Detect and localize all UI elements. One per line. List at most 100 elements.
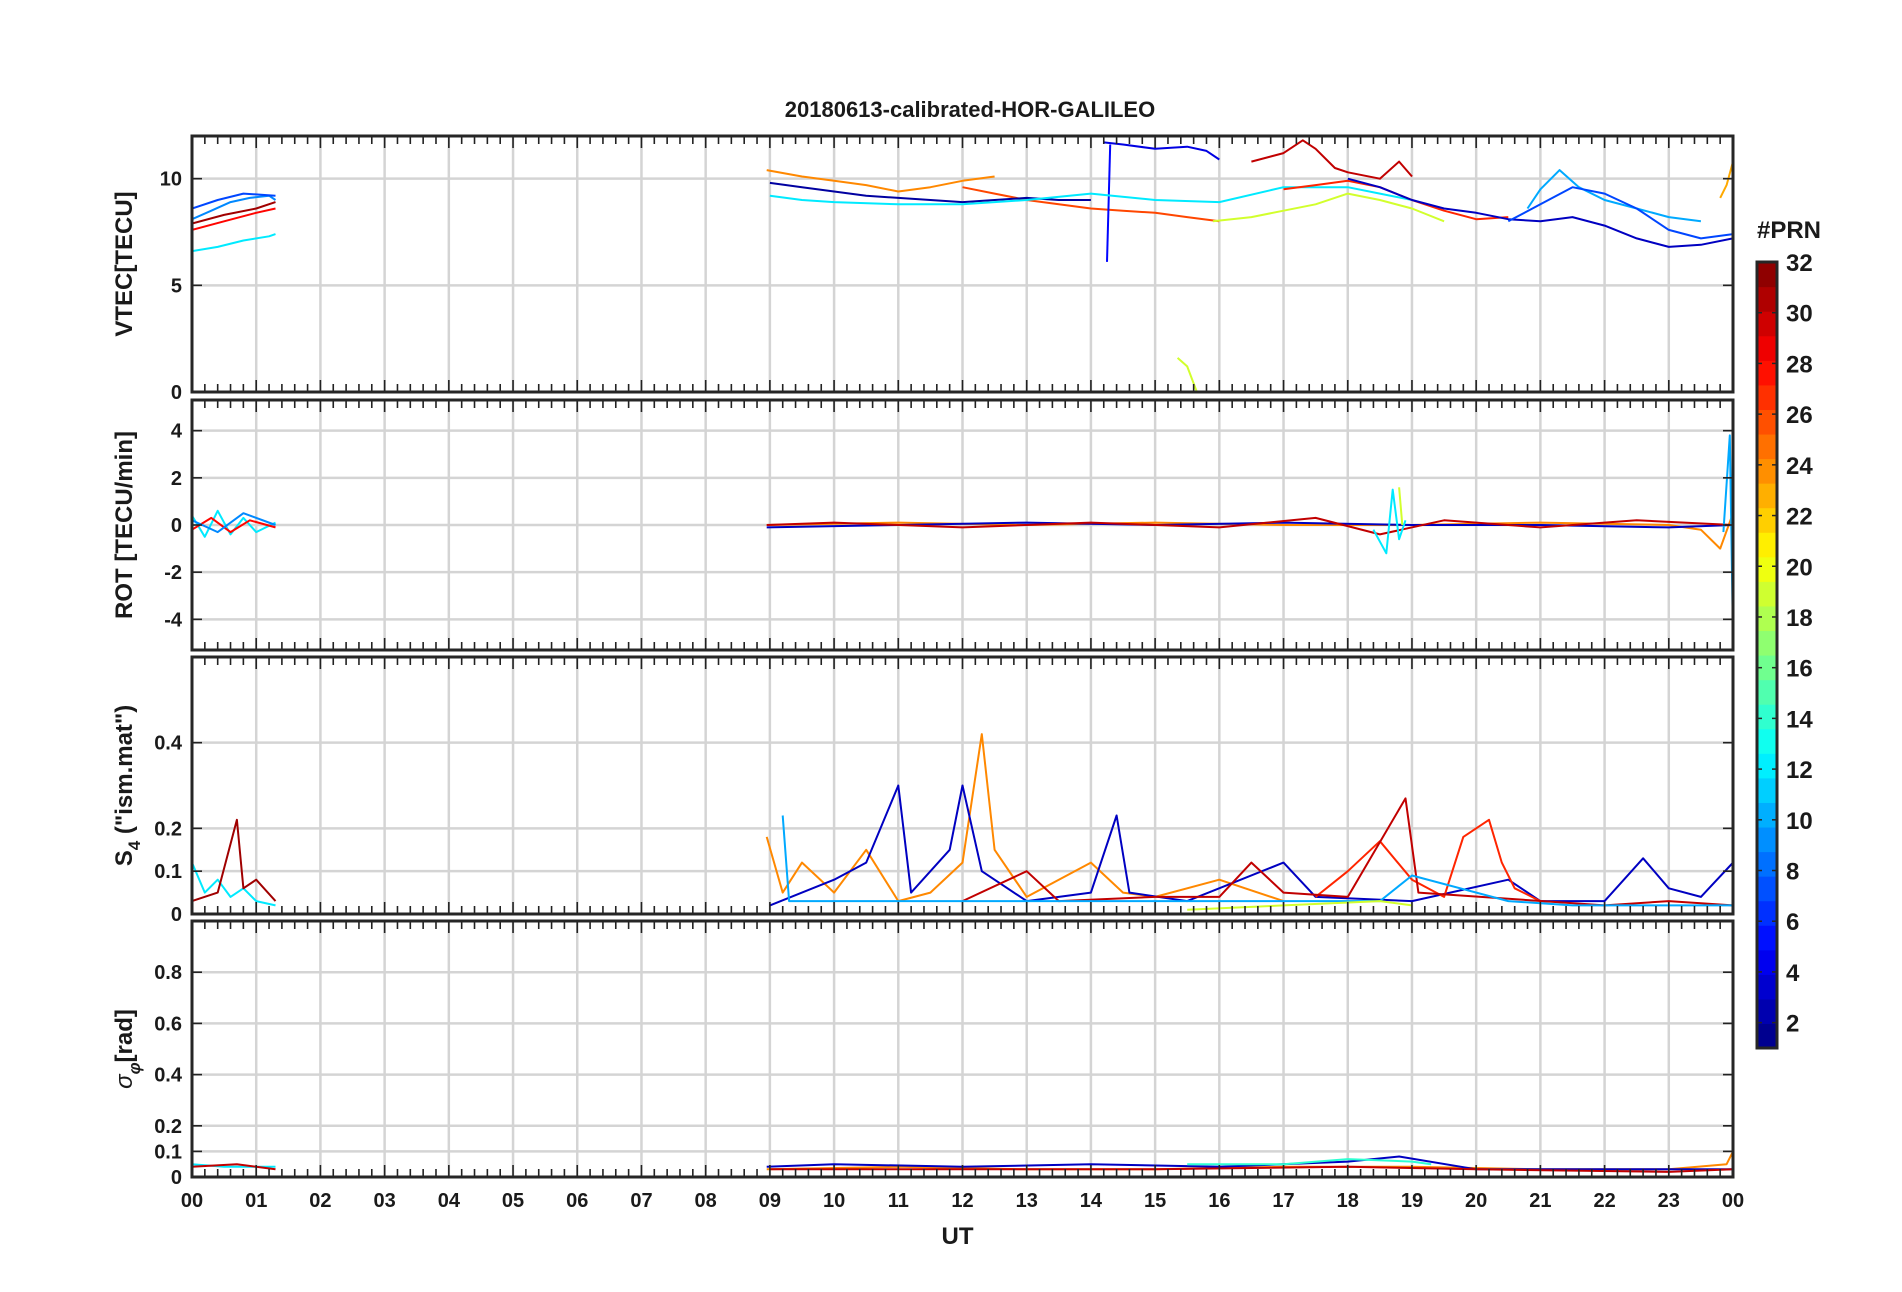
colorbar-tick-label: 18 — [1786, 605, 1813, 632]
y-tick-label: 0.1 — [154, 861, 182, 883]
colorbar-band — [1757, 532, 1777, 558]
series-line-prn-7-4 — [192, 192, 276, 210]
x-tick-label: 02 — [309, 1190, 331, 1212]
colorbar-band — [1757, 704, 1777, 730]
series-line-prn-5-9 — [1106, 144, 1112, 262]
series-line-prn-3-14 — [1347, 177, 1733, 248]
y-tick-label: -4 — [164, 609, 183, 631]
colorbar-tick-label: 10 — [1786, 808, 1813, 835]
series-group — [192, 139, 1733, 392]
colorbar-tick-label: 32 — [1786, 250, 1813, 277]
series-line-prn-23-17 — [1719, 161, 1733, 199]
series-line-prn-12-1 — [192, 233, 276, 253]
x-axis-label: UT — [942, 1223, 974, 1250]
colorbar-band — [1757, 655, 1777, 681]
colorbar-tick-label: 12 — [1786, 757, 1813, 784]
colorbar-band — [1757, 851, 1777, 877]
colorbar-band — [1757, 507, 1777, 533]
series-line-prn-10-15 — [1526, 169, 1702, 223]
y-tick-label: 0.4 — [154, 1065, 183, 1087]
colorbar-band — [1757, 826, 1777, 853]
y-axis-label: S4 ("ism.mat") — [111, 705, 144, 867]
x-tick-label: 00 — [181, 1190, 203, 1212]
x-tick-label: 21 — [1529, 1190, 1551, 1212]
colorbar-band — [1757, 777, 1777, 803]
series-line-prn-30-1 — [192, 1163, 276, 1171]
chart-title: 20180613-calibrated-HOR-GALILEO — [785, 97, 1155, 122]
y-axis-label: σφ[rad] — [111, 1009, 144, 1089]
colorbar-band — [1757, 900, 1777, 926]
series-line-prn-28-2 — [192, 207, 276, 231]
colorbar-band — [1757, 630, 1777, 656]
series-line-prn-3-4 — [766, 521, 1733, 529]
series-line-prn-9-0 — [192, 194, 277, 221]
colorbar-tick-label: 22 — [1786, 504, 1813, 531]
panel-vtec: 0 5 10 VTEC[TECU] — [111, 134, 1735, 404]
x-tick-label: 05 — [502, 1190, 524, 1212]
colorbar-tick-label: 24 — [1786, 453, 1813, 480]
x-tick-label: 19 — [1401, 1190, 1423, 1212]
series-line-prn-19-18 — [1176, 357, 1198, 392]
colorbar-band — [1757, 998, 1777, 1025]
series-line-prn-9-2 — [192, 512, 276, 534]
colorbar-band — [1757, 679, 1777, 705]
y-tick-label: 0.2 — [154, 818, 182, 840]
y-tick-label: 0.4 — [154, 733, 183, 755]
series-line-prn-7-16 — [1507, 186, 1733, 240]
series-line-prn-3-3 — [769, 784, 1733, 907]
colorbar-band — [1757, 433, 1777, 460]
y-tick-label: 0 — [171, 515, 182, 537]
series-line-prn-12-0 — [192, 862, 276, 907]
panel-rot: -4 -2 0 2 4 ROT [TECU/min] — [111, 398, 1735, 652]
y-tick-label: 0.8 — [154, 962, 182, 984]
colorbar-tick-label: 28 — [1786, 351, 1813, 378]
axes-box — [190, 398, 1735, 652]
colorbar-band — [1757, 458, 1777, 484]
x-tick-label: 08 — [695, 1190, 717, 1212]
colorbar-tick-label: 4 — [1786, 960, 1800, 987]
y-tick-label: 0.6 — [154, 1013, 182, 1035]
colorbar-tick-label: 26 — [1786, 402, 1813, 429]
series-line-prn-31-1 — [192, 818, 277, 903]
series-line-prn-19-11 — [1212, 192, 1445, 223]
colorbar-band — [1757, 876, 1777, 902]
x-tick-label: 07 — [630, 1190, 652, 1212]
colorbar-band — [1757, 360, 1777, 386]
colorbar-band — [1757, 605, 1777, 632]
panel-sigma_phi: 0 0.1 0.2 0.4 0.6 0.8 σφ[rad] — [111, 919, 1735, 1189]
colorbar-band — [1757, 409, 1777, 435]
panel-s4: 0 0.1 0.2 0.4 S4 ("ism.mat") — [111, 655, 1735, 926]
series-line-prn-14-4 — [1187, 1158, 1432, 1166]
x-tick-label: 23 — [1658, 1190, 1680, 1212]
x-tick-label: 18 — [1337, 1190, 1359, 1212]
colorbar-band — [1757, 728, 1777, 754]
series-line-prn-19-7 — [1398, 487, 1404, 526]
y-tick-label: 5 — [171, 275, 182, 297]
colorbar-band — [1757, 556, 1777, 582]
colorbar-band — [1757, 483, 1777, 509]
series-line-prn-30-12 — [1251, 139, 1413, 180]
colorbar-band — [1757, 949, 1777, 975]
series-line-prn-31-3 — [192, 201, 276, 225]
colorbar-band — [1757, 384, 1777, 410]
colorbar-band — [1757, 925, 1777, 951]
colorbar-tick-label: 8 — [1786, 859, 1799, 886]
series-line-prn-24-5 — [766, 169, 995, 193]
y-tick-label: 10 — [160, 169, 182, 191]
x-axis: 00 01 02 03 04 05 06 07 08 09 10 11 12 13 14 15 16 17 18 19… — [181, 1190, 1744, 1250]
y-tick-label: 0.1 — [154, 1141, 182, 1163]
x-tick-label: 04 — [438, 1190, 461, 1212]
y-tick-label: -2 — [164, 562, 182, 584]
y-tick-label: 0.2 — [154, 1116, 182, 1138]
colorbar-tick-label: 20 — [1786, 554, 1813, 581]
x-tick-label: 13 — [1016, 1190, 1038, 1212]
x-tick-label: 09 — [759, 1190, 781, 1212]
colorbar-band — [1757, 802, 1777, 828]
axes-box — [190, 134, 1735, 394]
x-tick-label: 00 — [1722, 1190, 1744, 1212]
y-tick-label: 0 — [171, 904, 182, 926]
colorbar-tick-label: 14 — [1786, 706, 1813, 733]
